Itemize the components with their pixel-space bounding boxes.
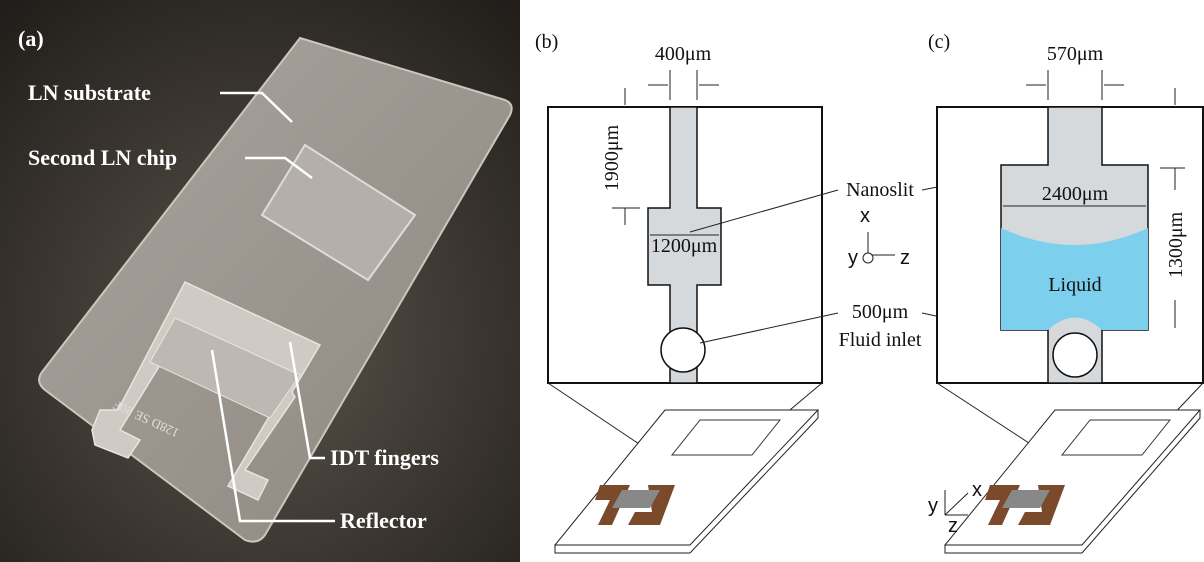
axis-label: z: [900, 247, 910, 269]
axis-origin: [862, 252, 874, 264]
dim-arrow: [1026, 70, 1124, 100]
fluid-inlet: [660, 327, 706, 373]
axis-label: x: [972, 479, 982, 501]
axis-arrows: [944, 490, 969, 516]
annotation: IDT fingers: [330, 445, 439, 470]
dimension-label: 2400μm: [1042, 183, 1109, 205]
dimension-label: 400μm: [655, 43, 712, 65]
liquid-label: Liquid: [1048, 274, 1101, 296]
leader-line: [245, 156, 313, 180]
nanoslit-channel: [647, 106, 722, 384]
leader-line: [288, 341, 325, 460]
idt-fingers: [1002, 490, 1050, 508]
nanoslit-label: Nanoslit: [846, 179, 914, 201]
dim-arrow: [1160, 167, 1185, 328]
axis-label: y: [928, 495, 938, 517]
axis-label: x: [860, 205, 870, 227]
panel-b: (b) 400μm 1900μm 1200μm x y z: [535, 31, 910, 554]
axis-arrows: [867, 232, 895, 256]
leader-line: [220, 91, 293, 123]
chip-edge: [554, 410, 819, 554]
inlet-size-label: 500μm: [852, 301, 909, 323]
panel-c: (c) Liquid 570μm 2400μm 1300μm y x z: [928, 31, 1204, 554]
chip-edge: [944, 410, 1201, 554]
dimension-label: 1200μm: [651, 235, 718, 257]
dimension-label: 570μm: [1047, 43, 1104, 65]
fluid-inlet: [1052, 332, 1098, 378]
dimension-label: 1300μm: [1165, 211, 1187, 278]
annotation: Reflector: [340, 508, 427, 533]
second-chip: [1060, 419, 1172, 456]
second-chip: [260, 143, 417, 282]
panel-label: (c): [928, 31, 950, 53]
idt-fingers: [612, 490, 660, 508]
inlet-label: Fluid inlet: [839, 329, 922, 351]
second-chip: [670, 419, 782, 456]
panel-label: (a): [18, 26, 44, 51]
photo-panel: 128D SE 20F (a) LN substrate Second LN c…: [0, 0, 520, 562]
axis-label: z: [948, 515, 958, 537]
ln-substrate: [38, 36, 513, 543]
annotation: Second LN chip: [28, 145, 177, 170]
dimension-label: 1900μm: [601, 124, 623, 191]
annotation: LN substrate: [28, 80, 151, 105]
liquid: [1001, 228, 1148, 330]
device-chip: [553, 409, 820, 546]
panel-label: (b): [535, 31, 558, 53]
axis-label: y: [848, 247, 858, 269]
idt-area: [149, 317, 301, 419]
leader-line: [210, 349, 335, 523]
